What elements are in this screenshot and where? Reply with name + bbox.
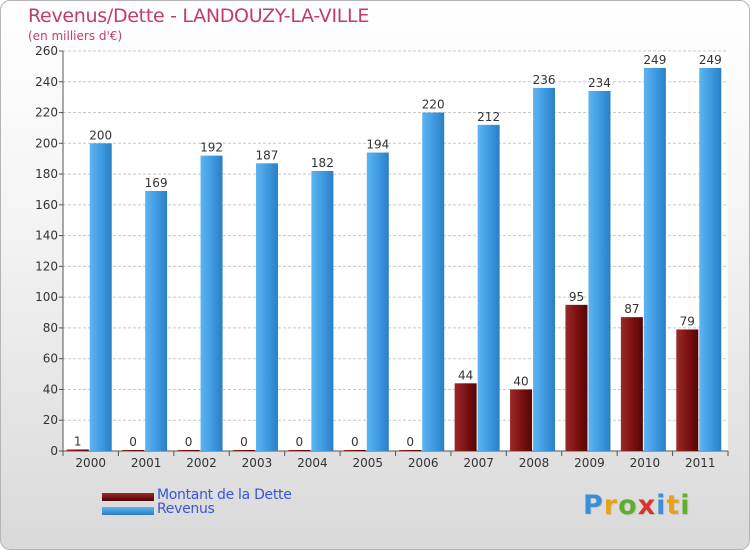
bar-debt-2005 bbox=[343, 450, 366, 451]
value-label-debt-2011: 79 bbox=[680, 314, 695, 328]
value-label-revenue-2001: 169 bbox=[145, 176, 168, 190]
y-tick-label-220: 220 bbox=[35, 106, 58, 120]
value-label-revenue-2004: 182 bbox=[311, 156, 334, 170]
bar-revenue-2005 bbox=[366, 152, 389, 452]
value-label-debt-2000: 1 bbox=[74, 434, 82, 448]
bar-revenue-2008 bbox=[533, 87, 556, 451]
bar-debt-2000 bbox=[66, 449, 89, 451]
y-tick-label-180: 180 bbox=[35, 167, 58, 181]
bar-revenue-2011 bbox=[699, 67, 722, 451]
bar-debt-2008 bbox=[510, 389, 533, 451]
legend-swatch-debt bbox=[102, 493, 154, 501]
y-tick-label-160: 160 bbox=[35, 198, 58, 212]
legend-label-revenue: Revenus bbox=[157, 501, 215, 517]
y-tick-label-80: 80 bbox=[43, 321, 58, 335]
value-label-revenue-2009: 234 bbox=[588, 76, 611, 90]
y-tick-label-120: 120 bbox=[35, 259, 58, 273]
bar-debt-2002 bbox=[177, 450, 200, 451]
value-label-revenue-2011: 249 bbox=[699, 53, 722, 67]
y-tick-label-20: 20 bbox=[43, 413, 58, 427]
y-tick-label-60: 60 bbox=[43, 352, 58, 366]
value-label-debt-2010: 87 bbox=[624, 302, 639, 316]
y-tick-label-100: 100 bbox=[35, 290, 58, 304]
value-label-debt-2001: 0 bbox=[129, 435, 137, 449]
x-tick-label-2003: 2003 bbox=[242, 456, 273, 470]
plot-area bbox=[63, 51, 728, 451]
legend-swatch-revenue bbox=[102, 507, 154, 515]
x-tick-label-2011: 2011 bbox=[685, 456, 716, 470]
logo-letter: i bbox=[680, 490, 691, 521]
x-tick-label-2005: 2005 bbox=[353, 456, 384, 470]
bar-revenue-2003 bbox=[255, 163, 278, 452]
bar-debt-2010 bbox=[620, 317, 643, 451]
bar-debt-2003 bbox=[232, 450, 255, 451]
value-label-revenue-2002: 192 bbox=[200, 141, 223, 155]
value-label-debt-2006: 0 bbox=[406, 435, 414, 449]
bar-revenue-2001 bbox=[145, 191, 168, 451]
value-label-debt-2005: 0 bbox=[351, 435, 359, 449]
logo-letter: t bbox=[666, 490, 681, 521]
logo-letter: i bbox=[656, 490, 667, 521]
y-tick-label-240: 240 bbox=[35, 75, 58, 89]
y-tick-label-40: 40 bbox=[43, 382, 58, 396]
value-label-revenue-2008: 236 bbox=[533, 73, 556, 87]
value-label-revenue-2003: 187 bbox=[256, 148, 279, 162]
logo-letter: r bbox=[603, 490, 619, 521]
bar-debt-2011 bbox=[676, 329, 699, 451]
value-label-revenue-2000: 200 bbox=[89, 128, 112, 142]
value-label-debt-2007: 44 bbox=[458, 368, 473, 382]
bar-debt-2009 bbox=[565, 304, 588, 451]
legend-label-debt: Montant de la Dette bbox=[157, 487, 292, 503]
value-label-revenue-2005: 194 bbox=[366, 138, 389, 152]
logo-letter: o bbox=[618, 490, 638, 521]
value-label-revenue-2007: 212 bbox=[477, 110, 500, 124]
chart-title: Revenus/Dette - LANDOUZY-LA-VILLE bbox=[28, 5, 370, 27]
bar-debt-2006 bbox=[399, 450, 422, 451]
bar-revenue-2007 bbox=[477, 124, 500, 451]
x-tick-label-2004: 2004 bbox=[297, 456, 328, 470]
bar-debt-2001 bbox=[122, 450, 145, 451]
bar-revenue-2010 bbox=[643, 67, 666, 451]
value-label-debt-2002: 0 bbox=[185, 435, 193, 449]
x-tick-label-2001: 2001 bbox=[131, 456, 162, 470]
y-tick-label-140: 140 bbox=[35, 229, 58, 243]
y-tick-label-0: 0 bbox=[50, 444, 58, 458]
value-label-debt-2003: 0 bbox=[240, 435, 248, 449]
y-tick-label-260: 260 bbox=[35, 44, 58, 58]
x-tick-label-2006: 2006 bbox=[408, 456, 439, 470]
proxiti-logo: Proxiti bbox=[583, 490, 691, 521]
logo-letter: P bbox=[583, 490, 604, 521]
x-tick-label-2000: 2000 bbox=[75, 456, 106, 470]
bar-revenue-2009 bbox=[588, 91, 611, 451]
bar-debt-2007 bbox=[454, 383, 477, 451]
y-tick-label-200: 200 bbox=[35, 136, 58, 150]
chart-unit-subtitle: (en milliers d'€) bbox=[28, 29, 123, 43]
value-label-debt-2004: 0 bbox=[296, 435, 304, 449]
x-tick-label-2010: 2010 bbox=[630, 456, 661, 470]
value-label-revenue-2010: 249 bbox=[643, 53, 666, 67]
x-tick-label-2007: 2007 bbox=[463, 456, 494, 470]
logo-letter: x bbox=[637, 490, 657, 521]
bar-revenue-2000 bbox=[89, 143, 112, 452]
value-label-debt-2008: 40 bbox=[513, 374, 528, 388]
bar-revenue-2006 bbox=[422, 112, 445, 452]
value-label-revenue-2006: 220 bbox=[422, 98, 445, 112]
x-tick-label-2002: 2002 bbox=[186, 456, 217, 470]
bar-revenue-2004 bbox=[311, 171, 334, 451]
x-tick-label-2009: 2009 bbox=[574, 456, 605, 470]
value-label-debt-2009: 95 bbox=[569, 290, 584, 304]
bar-debt-2004 bbox=[288, 450, 311, 451]
x-tick-label-2008: 2008 bbox=[519, 456, 550, 470]
bar-revenue-2002 bbox=[200, 155, 223, 451]
